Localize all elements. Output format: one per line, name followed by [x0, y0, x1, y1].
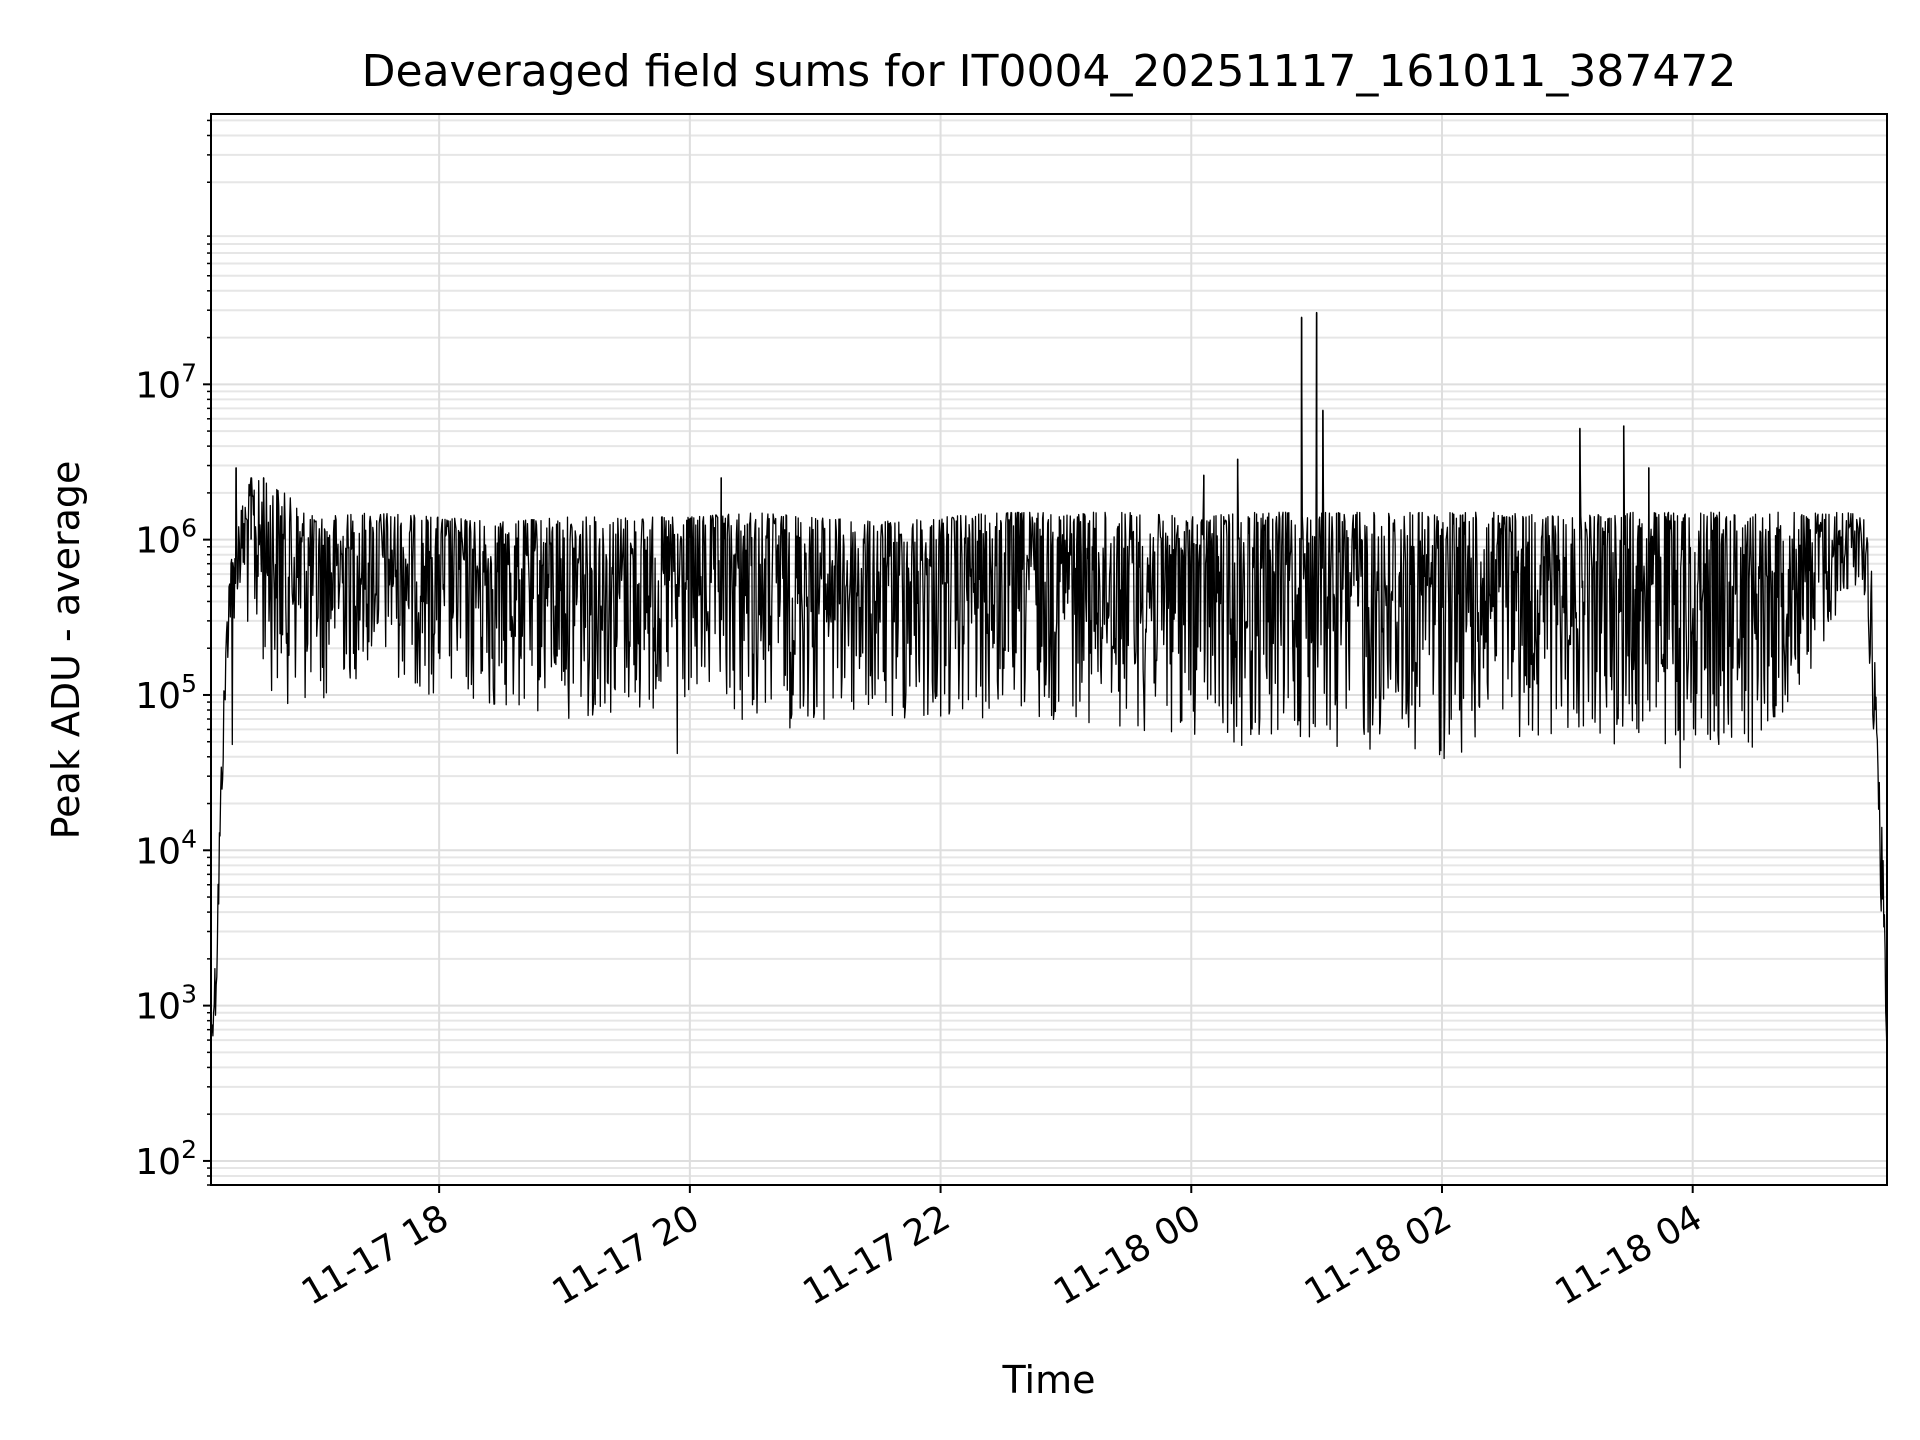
- y-axis-label: Peak ADU - average: [44, 461, 88, 840]
- y-tick-label: 107: [135, 358, 197, 406]
- y-tick-label: 106: [135, 514, 197, 562]
- plot-layer: [210, 311, 1888, 1053]
- y-tick-labels: 102 103 104 105 106 107: [135, 358, 197, 1183]
- tick-layer: [203, 119, 1694, 1193]
- y-tick-label: 105: [135, 669, 197, 717]
- y-tick-label: 102: [135, 1135, 197, 1183]
- x-axis-label: Time: [1002, 1358, 1096, 1402]
- y-tick-label: 104: [135, 824, 197, 872]
- series-line: [210, 311, 1888, 1053]
- plot-frame: [210, 113, 1888, 1186]
- y-tick-label: 103: [135, 980, 197, 1028]
- chart-title: Deaveraged field sums for IT0004_2025111…: [362, 46, 1737, 97]
